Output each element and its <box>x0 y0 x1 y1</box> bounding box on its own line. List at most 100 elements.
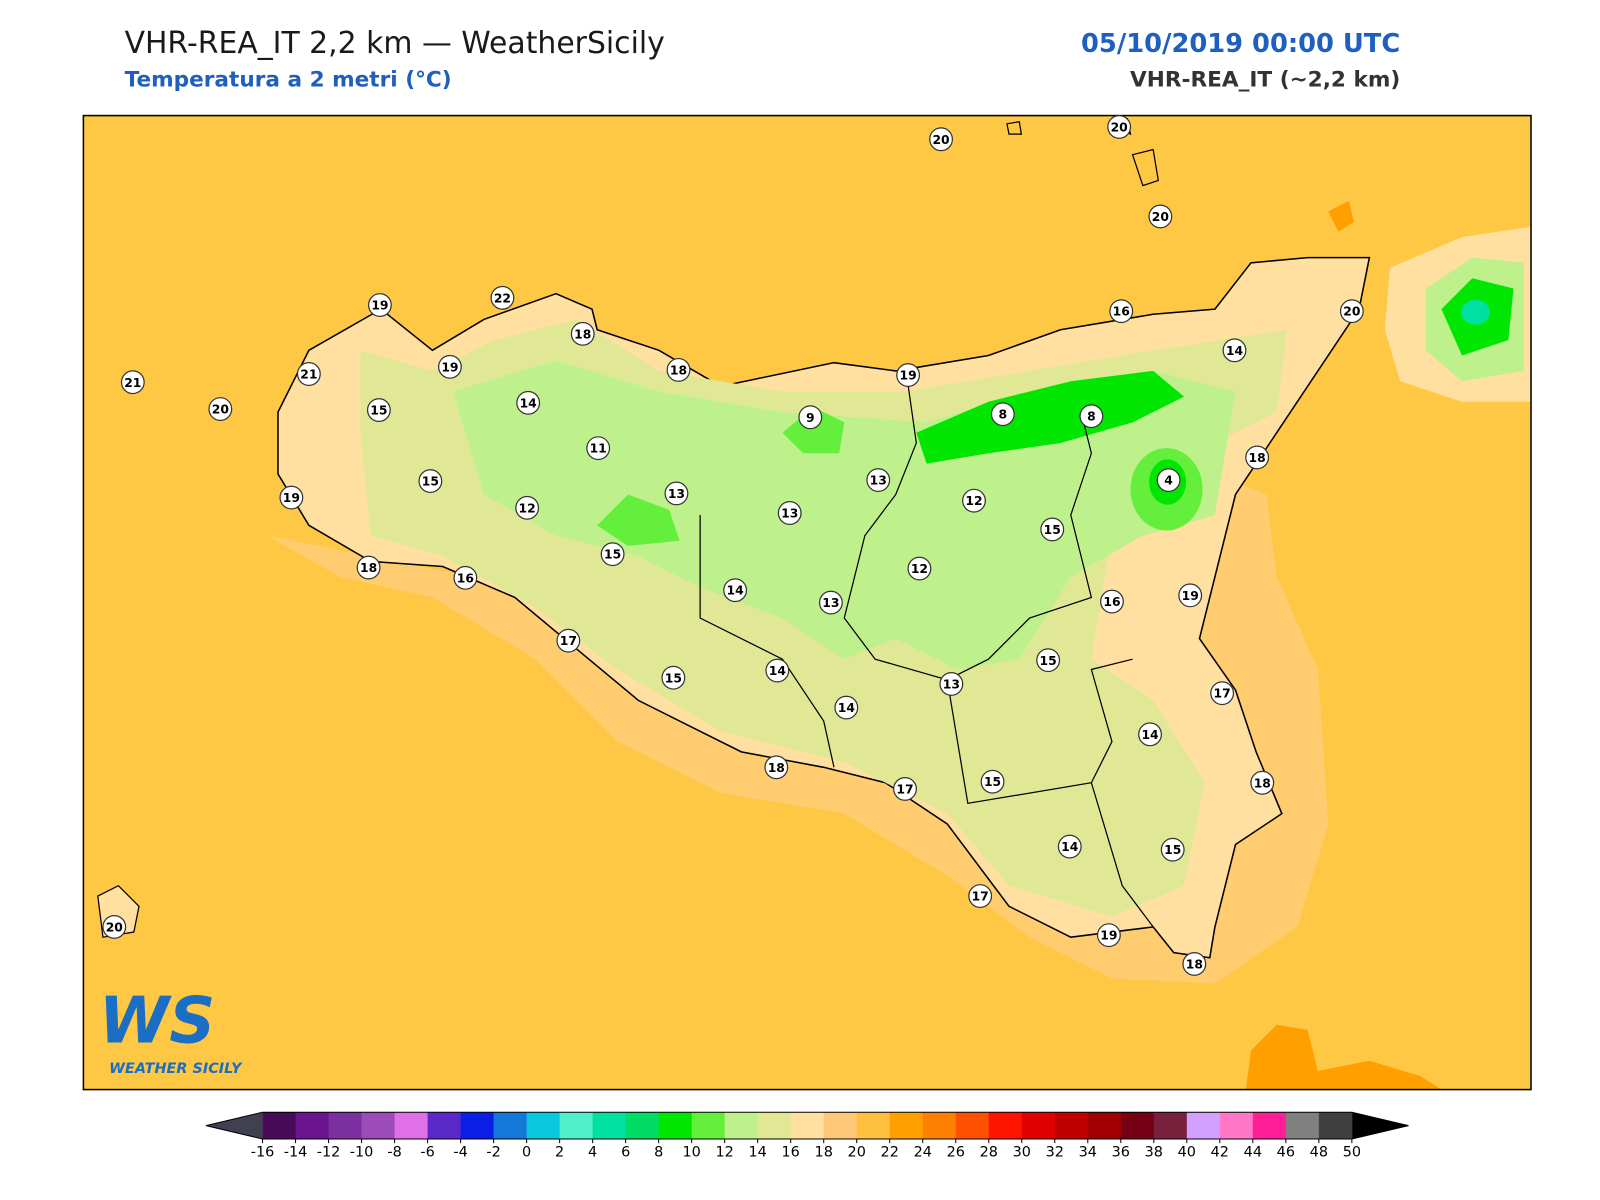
station-marker <box>279 485 304 510</box>
datetime: 05/10/2019 00:00 UTC <box>1081 29 1400 59</box>
station-marker <box>866 468 891 492</box>
station-value: 20 <box>932 133 949 147</box>
station-marker <box>1148 204 1173 229</box>
station-marker <box>968 884 993 908</box>
colorbar: -16 -14 -12 -10 -8 -6 -4 -2 0 2 4 6 8 10 12 14 16 18 20 22 2… <box>205 1111 1409 1160</box>
colorbar-tick-label: 12 <box>716 1144 734 1160</box>
station-marker <box>980 769 1005 794</box>
colorbar-segment <box>493 1112 528 1139</box>
colorbar-segment <box>295 1112 330 1139</box>
station-marker <box>764 755 789 780</box>
colorbar-segment <box>1021 1112 1056 1139</box>
station-marker <box>366 398 391 422</box>
colorbar-tick-label: 4 <box>588 1144 597 1160</box>
station-marker <box>570 321 595 346</box>
station-value: 12 <box>965 494 982 508</box>
station-marker <box>990 402 1015 427</box>
colorbar-tick-label: 22 <box>881 1144 899 1160</box>
station-value: 15 <box>422 475 439 489</box>
colorbar-tick-label: 16 <box>782 1144 800 1160</box>
colorbar-tick-label: 24 <box>914 1144 932 1160</box>
subtitle: Temperatura a 2 metri (°C) <box>125 68 452 93</box>
colorbar-segment <box>328 1112 363 1139</box>
colorbar-segment <box>1186 1112 1221 1139</box>
station-value: 18 <box>1249 451 1266 465</box>
colorbar-segment <box>1087 1112 1122 1139</box>
colorbar-tick-label: -14 <box>284 1144 308 1160</box>
station-marker <box>834 695 859 720</box>
station-value: 14 <box>1141 728 1159 742</box>
station-value: 20 <box>106 920 123 934</box>
colorbar-segment <box>1153 1112 1188 1139</box>
station-value: 15 <box>370 404 387 418</box>
colorbar-tick-label: -6 <box>420 1144 434 1160</box>
station-value: 4 <box>1164 474 1173 488</box>
colorbar-tick-label: 48 <box>1310 1144 1328 1160</box>
station-value: 18 <box>1254 776 1271 790</box>
station-value: 20 <box>1152 210 1169 224</box>
colorbar-tick-label: -8 <box>387 1144 401 1160</box>
colorbar-over <box>1351 1112 1409 1139</box>
colorbar-segment <box>955 1112 990 1139</box>
colorbar-tick-label: -12 <box>317 1144 341 1160</box>
colorbar-segment <box>691 1112 726 1139</box>
station-value: 22 <box>494 291 511 305</box>
colorbar-segment <box>427 1112 462 1139</box>
warm-patch <box>1245 1024 1442 1090</box>
station-marker <box>356 555 381 580</box>
colorbar-tick-label: 44 <box>1244 1144 1262 1160</box>
station-marker <box>777 501 802 525</box>
station-value: 14 <box>727 584 745 598</box>
colorbar-tick-label: 38 <box>1145 1144 1163 1160</box>
station-marker <box>102 914 127 939</box>
station-value: 16 <box>1103 595 1120 609</box>
station-value: 21 <box>124 376 141 390</box>
station-marker <box>556 628 581 653</box>
colorbar-tick-label: -10 <box>350 1144 374 1160</box>
colorbar-tick-label: 34 <box>1079 1144 1097 1160</box>
station-marker <box>1107 114 1132 139</box>
station-value: 16 <box>457 571 474 585</box>
colorbar-tick-label: -16 <box>251 1144 275 1160</box>
station-value: 19 <box>283 491 300 505</box>
station-marker <box>1036 648 1061 673</box>
calabria-coldest <box>1461 299 1490 325</box>
colorbar-segment <box>526 1112 561 1139</box>
colorbar-segment <box>361 1112 396 1139</box>
station-marker <box>1109 299 1134 324</box>
station-value: 14 <box>1061 840 1079 854</box>
station-value: 19 <box>441 360 458 374</box>
colorbar-tick-label: 10 <box>683 1144 701 1160</box>
station-value: 12 <box>911 562 928 576</box>
nebrodi-cold <box>916 370 1185 464</box>
station-marker <box>1057 834 1082 859</box>
station-value: 16 <box>1113 305 1130 319</box>
madonie-cold <box>782 406 845 454</box>
colorbar-tick-label: 42 <box>1211 1144 1229 1160</box>
colorbar-tick-label: 0 <box>522 1144 531 1160</box>
station-value: 13 <box>943 677 960 691</box>
station-value: 15 <box>1164 843 1181 857</box>
station-value: 13 <box>822 596 839 610</box>
station-value: 19 <box>1182 589 1199 603</box>
station-marker <box>1339 299 1364 324</box>
station-marker <box>1040 517 1065 542</box>
station-value: 18 <box>360 561 377 575</box>
colorbar-segment <box>592 1112 627 1139</box>
colorbar-segment <box>1120 1112 1155 1139</box>
station-marker <box>1138 722 1163 747</box>
station-value: 18 <box>1186 957 1203 971</box>
station-marker <box>962 488 986 513</box>
colorbar-segment <box>262 1112 297 1139</box>
colorbar-tick-label: 26 <box>947 1144 965 1160</box>
colorbar-segment <box>790 1112 825 1139</box>
station-value: 14 <box>838 701 856 715</box>
station-value: 12 <box>519 501 536 515</box>
station-value: 15 <box>604 548 621 562</box>
station-value: 15 <box>984 775 1001 789</box>
station-value: 21 <box>300 368 317 382</box>
colorbar-tick-label: 6 <box>621 1144 630 1160</box>
colorbar-tick-label: 40 <box>1178 1144 1196 1160</box>
station-marker <box>818 590 843 615</box>
station-value: 17 <box>560 634 577 648</box>
